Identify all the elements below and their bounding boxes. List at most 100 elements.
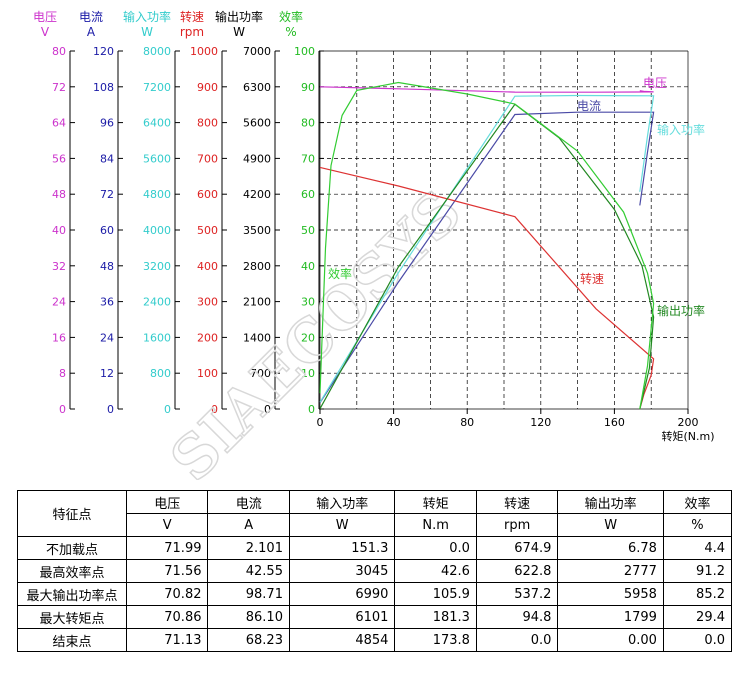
y-tick-label: 2400 [143,296,171,309]
y-tick-label: 24 [52,296,66,309]
header-unit: W [288,513,396,537]
y-tick-label: 2100 [243,296,271,309]
table-cell: 2777 [557,559,664,583]
x-tick-label: 200 [678,416,699,429]
y-tick-label: 108 [93,81,114,94]
table-cell: 2.101 [207,536,290,560]
header-name: 电压 [125,490,209,514]
x-tick-label: 80 [460,416,474,429]
table-row: 最大转矩点 70.86 86.10 6101 181.3 94.8 1799 29.4 [17,605,733,629]
y-axes: 80726456484032241680电压V12010896847260483… [33,9,324,416]
table-row: 最高效率点 71.56 42.55 3045 42.6 622.8 2777 91.2 [17,559,733,583]
table-cell: 0.0 [662,628,733,652]
y-tick-label: 300 [197,296,218,309]
y-tick-label: 60 [301,188,315,201]
table-cell: 6990 [288,582,396,606]
table-cell: 68.23 [207,628,290,652]
y-tick-label: 8 [59,367,66,380]
y-tick-label: 0 [264,403,271,416]
y-tick-label: 100 [294,45,315,58]
y-tick-label: 96 [100,117,114,130]
y-axis-title: 转速 [180,9,204,24]
y-tick-label: 0 [164,403,171,416]
table-cell: 1799 [557,605,664,629]
y-tick-label: 10 [301,367,315,380]
table-cell: 6101 [288,605,396,629]
table-cell: 94.8 [475,605,559,629]
series-line [319,86,654,93]
y-axis-unit: W [141,25,153,39]
table-cell: 6.78 [557,536,664,560]
row-label: 不加载点 [17,536,127,560]
y-tick-label: 4900 [243,152,271,165]
y-tick-label: 1400 [243,331,271,344]
series-label: 输出功率 [657,303,705,318]
x-axis-label: 转矩(N.m) [661,429,714,443]
y-tick-label: 80 [301,117,315,130]
y-tick-label: 5600 [243,117,271,130]
table-cell: 4854 [288,628,396,652]
table-cell: 42.6 [394,559,477,583]
series-line [319,111,655,404]
table-cell: 151.3 [288,536,396,560]
row-label: 最大输出功率点 [17,582,127,606]
y-tick-label: 2800 [243,260,271,273]
table-cell: 3045 [288,559,396,583]
y-tick-label: 32 [52,260,66,273]
y-tick-label: 30 [301,296,315,309]
table-row: 最大输出功率点 70.82 98.71 6990 105.9 537.2 5958 85.2 [17,582,733,606]
header-name: 效率 [662,490,733,514]
table-cell: 0.0 [394,536,477,560]
table-cell: 105.9 [394,582,477,606]
y-tick-label: 800 [150,367,171,380]
y-tick-label: 24 [100,331,114,344]
table-cell: 5958 [557,582,664,606]
header-unit: rpm [475,513,559,537]
y-tick-label: 90 [301,81,315,94]
y-tick-label: 1000 [190,45,218,58]
motor-performance-chart: 80726456484032241680电压V12010896847260483… [33,9,715,480]
table-cell: 70.82 [125,582,209,606]
y-tick-label: 7200 [143,81,171,94]
y-tick-label: 4000 [143,224,171,237]
x-tick-label: 40 [387,416,401,429]
y-tick-label: 20 [301,331,315,344]
series-label: 电压 [643,76,667,90]
y-tick-label: 12 [100,367,114,380]
y-tick-label: 500 [197,224,218,237]
characteristic-points-table: 特征点 电压 电流 输入功率 转矩 转速 输出功率 效率 V A W N.m r… [17,490,733,652]
y-tick-label: 0 [59,403,66,416]
y-tick-label: 16 [52,331,66,344]
y-tick-label: 5600 [143,152,171,165]
y-tick-label: 3200 [143,260,171,273]
y-tick-label: 3500 [243,224,271,237]
table-cell: 674.9 [475,536,559,560]
y-axis-title: 输出功率 [215,9,263,24]
y-tick-label: 0 [308,403,315,416]
y-tick-label: 120 [93,45,114,58]
table-cell: 71.56 [125,559,209,583]
table-cell: 98.71 [207,582,290,606]
table-cell: 71.99 [125,536,209,560]
y-tick-label: 0 [107,403,114,416]
series-line [319,103,655,410]
y-tick-label: 4800 [143,188,171,201]
y-tick-label: 40 [301,260,315,273]
table-body: 不加载点 71.99 2.101 151.3 0.0 674.9 6.78 4.4 最高效率点 7… [17,536,733,652]
y-tick-label: 64 [52,117,66,130]
series-line [319,166,655,410]
header-name: 转矩 [394,490,477,514]
watermark-text: SIAECOSYS [157,177,474,480]
y-tick-label: 36 [100,296,114,309]
y-tick-label: 1600 [143,331,171,344]
y-axis-unit: W [233,25,245,39]
header-unit: V [125,513,209,537]
series-line [319,81,655,410]
y-axis-title: 效率 [279,9,303,24]
y-tick-label: 700 [197,152,218,165]
y-tick-label: 48 [100,260,114,273]
y-tick-label: 50 [301,224,315,237]
y-axis-unit: rpm [180,25,204,39]
y-tick-label: 48 [52,188,66,201]
